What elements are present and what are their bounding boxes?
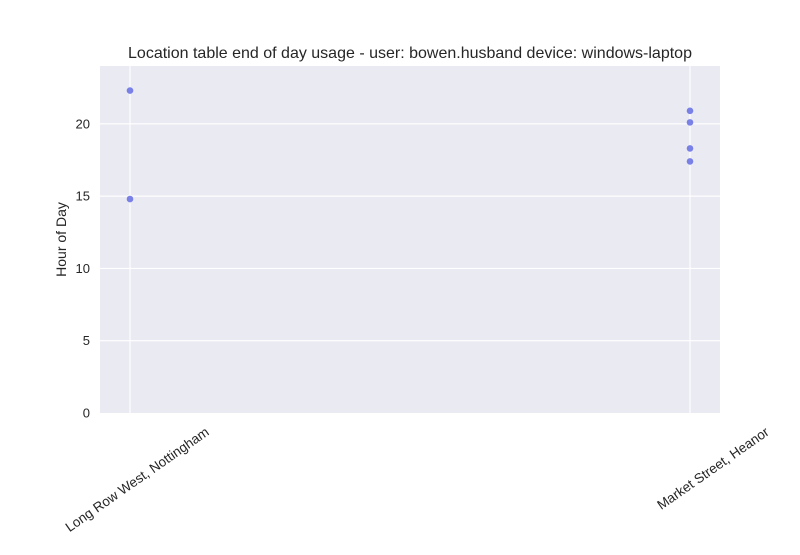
x-category-label: Market Street, Heanor (654, 424, 772, 513)
data-point (126, 195, 134, 203)
y-axis-ticks: 0 5 10 15 20 (76, 116, 90, 420)
data-points (126, 87, 694, 203)
chart-title: Location table end of day usage - user: … (128, 45, 692, 62)
y-tick-label: 20 (76, 116, 90, 131)
y-tick-label: 15 (76, 189, 90, 204)
y-tick-label: 5 (83, 333, 90, 348)
x-axis-ticks: Long Row West, Nottingham Market Street, … (63, 424, 773, 535)
data-point (686, 158, 694, 165)
x-category-label: Long Row West, Nottingham (63, 424, 212, 535)
y-axis-label: Hour of Day (53, 202, 69, 277)
data-point (686, 145, 694, 152)
data-point (686, 119, 694, 126)
data-point (126, 87, 134, 94)
y-tick-label: 10 (76, 261, 90, 276)
data-point (686, 107, 694, 115)
y-tick-label: 0 (83, 406, 90, 421)
plot-area (100, 66, 720, 413)
